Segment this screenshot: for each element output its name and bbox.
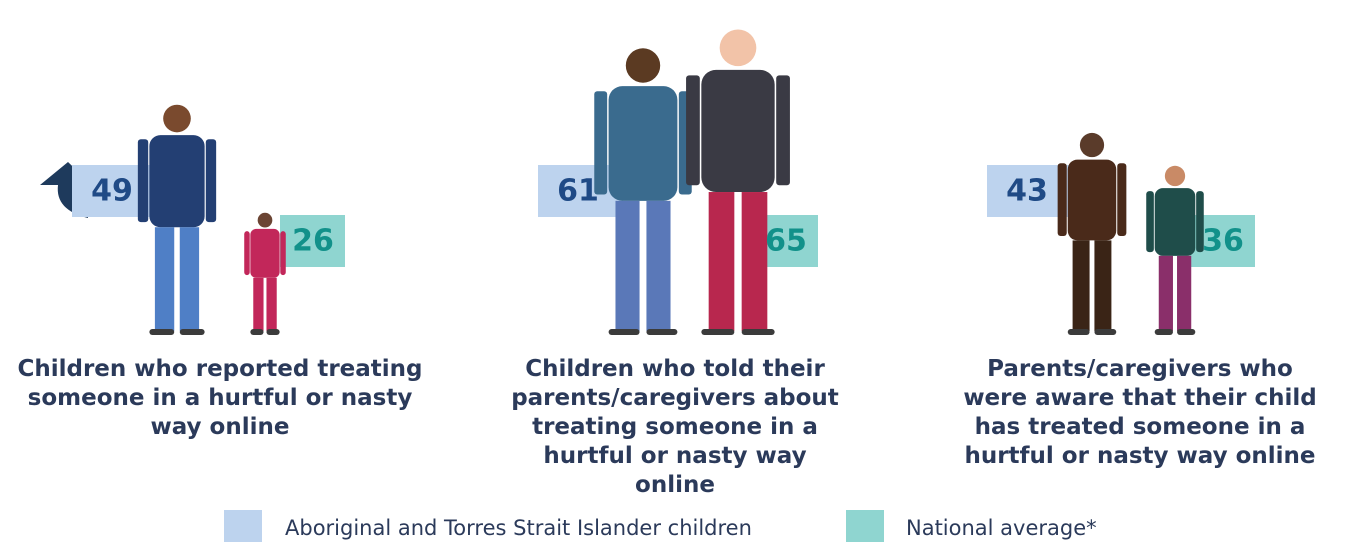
leg — [266, 277, 277, 331]
torso — [1067, 159, 1117, 241]
leg — [253, 277, 264, 331]
shoe — [149, 329, 175, 335]
leg — [646, 200, 671, 331]
shoe — [1154, 329, 1173, 335]
shoe — [1177, 329, 1196, 335]
category-label: Children who reported treating someone i… — [17, 356, 423, 440]
shoe — [1067, 329, 1090, 335]
head — [257, 212, 273, 228]
arm — [686, 75, 700, 186]
arm — [1057, 163, 1067, 236]
leg — [1094, 240, 1112, 331]
leg — [741, 192, 768, 331]
value-box — [280, 215, 345, 267]
person-figure — [137, 104, 217, 335]
shoe — [1094, 329, 1117, 335]
arm — [1146, 191, 1154, 253]
arm — [1117, 163, 1127, 236]
value-label: 65 — [765, 224, 807, 259]
value-label: 61 — [557, 174, 599, 209]
value-label: 26 — [292, 224, 334, 259]
leg — [179, 227, 200, 331]
shoe — [250, 329, 264, 335]
leg — [1158, 255, 1173, 331]
head — [163, 104, 191, 133]
head — [1164, 165, 1186, 187]
value-label: 49 — [91, 174, 133, 209]
value-label: 43 — [1006, 174, 1048, 209]
torso — [250, 228, 280, 278]
arm — [594, 91, 608, 195]
head — [719, 29, 757, 67]
arm — [776, 75, 790, 186]
category-label: Parents/caregivers who were aware that t… — [963, 356, 1317, 469]
arm — [1196, 191, 1204, 253]
legend-swatch — [224, 510, 262, 542]
torso — [149, 135, 205, 228]
legend-label: National average* — [906, 516, 1097, 540]
arm — [280, 231, 286, 276]
person-figure — [1146, 165, 1204, 335]
head — [1079, 132, 1105, 158]
shoe — [741, 329, 775, 335]
torso — [608, 86, 678, 201]
shoe — [646, 329, 678, 335]
category-label: Children who told their parents/caregive… — [511, 356, 839, 498]
torso — [701, 69, 775, 193]
shoe — [266, 329, 280, 335]
arm — [244, 231, 250, 276]
person-figure — [244, 212, 286, 335]
arm — [137, 139, 149, 223]
legend-label: Aboriginal and Torres Strait Islander ch… — [285, 516, 752, 540]
legend-swatch — [846, 510, 884, 542]
torso — [1154, 188, 1196, 256]
value-label: 36 — [1202, 224, 1244, 259]
shoe — [179, 329, 205, 335]
head — [625, 48, 661, 83]
leg — [154, 227, 175, 331]
leg — [615, 200, 640, 331]
shoe — [701, 329, 735, 335]
arm — [205, 139, 217, 223]
leg — [1177, 255, 1192, 331]
person-figure — [1057, 132, 1127, 335]
leg — [1072, 240, 1090, 331]
shoe — [608, 329, 640, 335]
person-figure — [686, 29, 790, 335]
leg — [708, 192, 735, 331]
